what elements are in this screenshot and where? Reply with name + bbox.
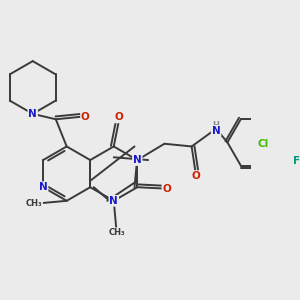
- Text: O: O: [191, 171, 200, 181]
- Text: F: F: [293, 156, 300, 166]
- Text: N: N: [39, 182, 47, 192]
- Text: Cl: Cl: [257, 139, 269, 149]
- Text: H: H: [213, 121, 220, 130]
- Text: O: O: [81, 112, 90, 122]
- Text: N: N: [110, 196, 118, 206]
- Text: CH₃: CH₃: [108, 228, 125, 237]
- Text: O: O: [163, 184, 171, 194]
- Text: N: N: [133, 155, 142, 165]
- Text: N: N: [28, 109, 37, 119]
- Text: N: N: [212, 126, 220, 136]
- Text: O: O: [115, 112, 124, 122]
- Text: CH₃: CH₃: [26, 199, 42, 208]
